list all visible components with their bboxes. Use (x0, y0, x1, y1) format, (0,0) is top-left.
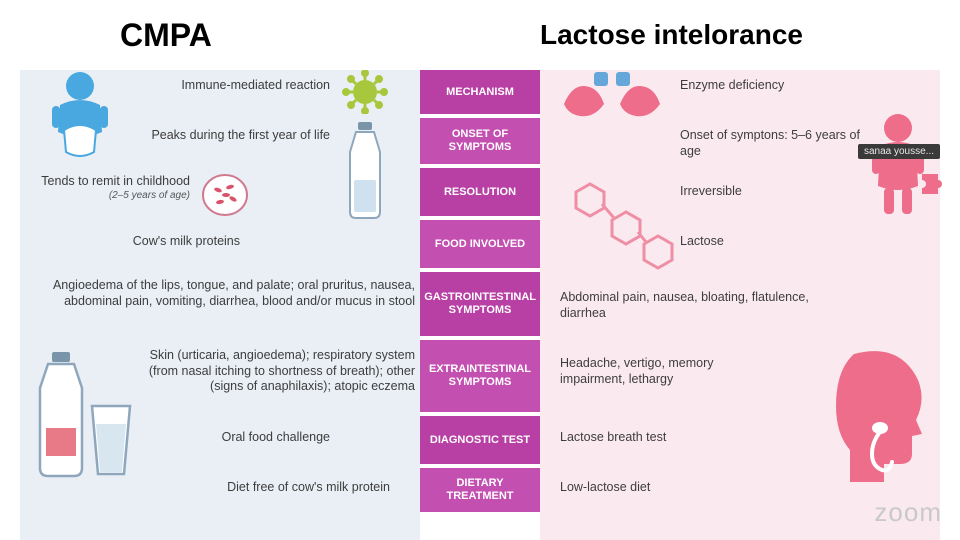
zoom-watermark: zoom (874, 497, 942, 528)
category-resolution: RESOLUTION (420, 168, 540, 216)
enzyme-icon (560, 70, 670, 124)
lactose-row-5: Headache, vertigo, memory impairment, le… (560, 356, 780, 387)
lactose-row-0: Enzyme deficiency (680, 78, 840, 94)
cmpa-row-1: Peaks during the first year of life (130, 128, 330, 144)
head-profile-icon (820, 342, 940, 492)
milk-bottle-icon (342, 120, 388, 220)
title-cmpa: CMPA (0, 17, 480, 54)
lactose-row-7: Low-lactose diet (560, 480, 780, 496)
category-diagnostic-test: DIAGNOSTIC TEST (420, 416, 540, 464)
lactose-molecule-icon (556, 174, 676, 274)
baby-icon (40, 70, 120, 160)
cmpa-row-2: Tends to remit in childhood(2–5 years of… (40, 174, 190, 202)
cmpa-row-2-note: (2–5 years of age) (40, 190, 190, 203)
cmpa-row-7: Diet free of cow's milk protein (130, 480, 390, 496)
milk-bottle-glass-icon (30, 350, 140, 480)
cmpa-row-0: Immune-mediated reaction (130, 78, 330, 94)
participant-name-badge: sanaa yousse... (858, 144, 940, 159)
title-lactose: Lactose intelorance (480, 19, 960, 51)
category-extraintestinal-symptoms: EXTRAINTESTINAL SYMPTOMS (420, 340, 540, 412)
cmpa-row-6: Oral food challenge (130, 430, 330, 446)
category-food-involved: FOOD INVOLVED (420, 220, 540, 268)
comparison-chart: MECHANISMONSET OF SYMPTOMSRESOLUTIONFOOD… (0, 70, 960, 540)
category-column: MECHANISMONSET OF SYMPTOMSRESOLUTIONFOOD… (420, 70, 540, 540)
category-dietary-treatment: DIETARY TREATMENT (420, 468, 540, 512)
petri-bacteria-icon (200, 172, 250, 218)
lactose-row-4: Abdominal pain, nausea, bloating, flatul… (560, 290, 820, 321)
lactose-row-6: Lactose breath test (560, 430, 780, 446)
cmpa-row-3: Cow's milk proteins (40, 234, 240, 250)
virus-icon (340, 70, 390, 114)
lactose-row-1: Onset of symptons: 5–6 years of age (680, 128, 860, 159)
cmpa-row-5: Skin (urticaria, angioedema); respirator… (120, 348, 415, 395)
header: CMPA Lactose intelorance (0, 0, 960, 70)
category-onset-of-symptoms: ONSET OF SYMPTOMS (420, 118, 540, 164)
cmpa-row-4: Angioedema of the lips, tongue, and pala… (20, 278, 415, 309)
category-mechanism: MECHANISM (420, 70, 540, 114)
lactose-row-3: Lactose (680, 234, 840, 250)
lactose-row-2: Irreversible (680, 184, 840, 200)
child-icon (864, 112, 944, 222)
category-gastrointestinal-symptoms: GASTROINTESTINAL SYMPTOMS (420, 272, 540, 336)
